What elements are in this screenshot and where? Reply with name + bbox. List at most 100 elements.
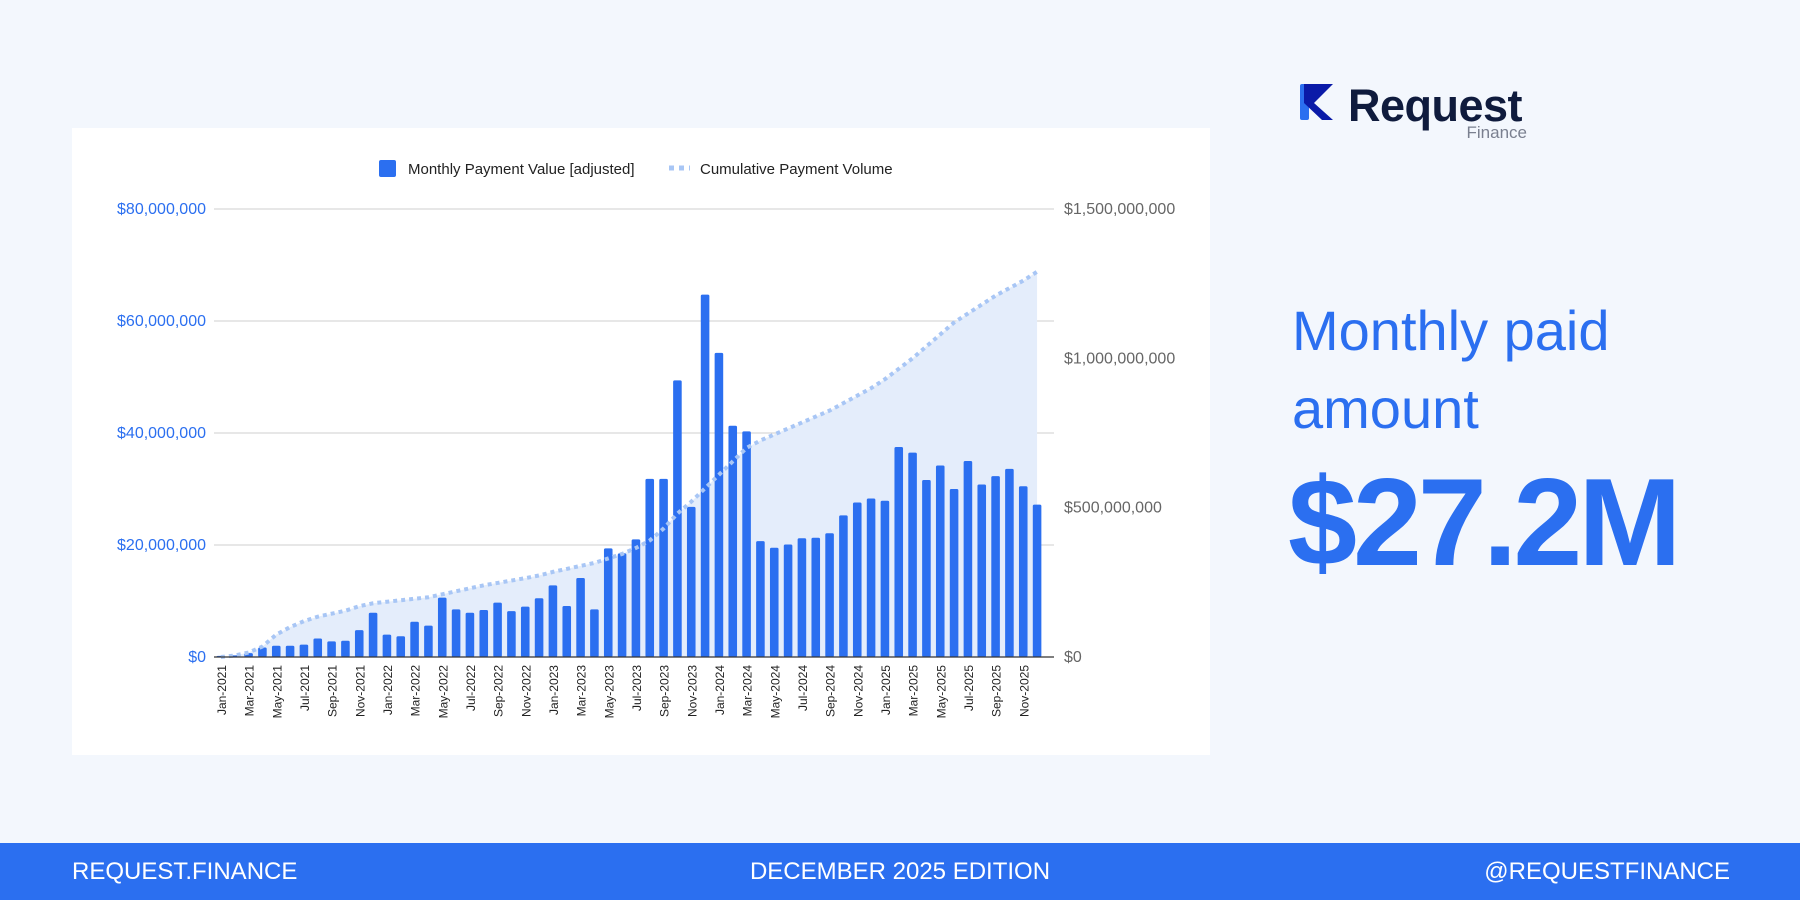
y-left-tick-label: $20,000,000	[117, 537, 206, 554]
bar	[576, 578, 585, 657]
bar	[894, 447, 904, 657]
cumulative-line	[220, 270, 1039, 659]
bar	[783, 544, 793, 657]
x-tick-label: Mar-2024	[741, 665, 755, 717]
chart-card: $0 $20,000,000 $40,000,000 $60,000,000 $80,0…	[72, 128, 1210, 755]
bar	[949, 489, 959, 657]
bar	[548, 585, 558, 657]
bar	[507, 611, 516, 657]
bar	[396, 636, 406, 657]
x-tick-label: May-2024	[768, 665, 782, 719]
footer-edition: DECEMBER 2025 EDITION	[749, 858, 1051, 885]
bar	[313, 638, 323, 657]
x-tick-label: May-2022	[436, 665, 450, 719]
bar	[617, 553, 627, 657]
bar	[714, 352, 724, 657]
x-tick-label: May-2025	[934, 665, 948, 719]
x-tick-label: Jul-2025	[962, 665, 976, 711]
bar	[963, 461, 973, 657]
x-tick-label: Jul-2021	[298, 665, 312, 711]
bar	[673, 380, 682, 657]
bar	[590, 609, 599, 657]
x-tick-label: May-2021	[270, 665, 284, 719]
bar	[479, 609, 489, 657]
y-left-tick-label: $80,000,000	[117, 201, 206, 218]
bar	[977, 484, 987, 657]
bar	[811, 537, 821, 657]
bar	[382, 634, 392, 657]
bar	[368, 612, 378, 657]
x-tick-label: Jan-2022	[381, 665, 395, 715]
bar	[271, 645, 281, 657]
x-tick-label: Jan-2024	[713, 665, 727, 715]
bar	[728, 425, 738, 657]
x-tick-label: Jan-2021	[215, 665, 229, 715]
x-tick-label: Mar-2021	[243, 665, 257, 717]
bar	[341, 640, 350, 657]
bar	[603, 548, 613, 657]
x-tick-label: Mar-2023	[575, 665, 589, 717]
bar	[451, 609, 461, 657]
x-tick-label: Jan-2025	[879, 665, 893, 715]
y-right-tick-label: $1,000,000,000	[1064, 350, 1175, 367]
bar	[908, 452, 917, 657]
bar	[562, 606, 572, 657]
y-right-tick-label: $500,000,000	[1064, 500, 1162, 517]
x-tick-label: Sep-2025	[990, 665, 1004, 717]
x-tick-label: Nov-2024	[851, 665, 865, 717]
y-left-tick-label: $0	[188, 649, 206, 666]
bar	[1018, 486, 1028, 657]
legend-line-label: Cumulative Payment Volume	[700, 161, 893, 178]
x-tick-label: Jul-2022	[464, 665, 478, 711]
bar	[327, 641, 336, 657]
bar	[866, 498, 876, 657]
bar	[686, 506, 696, 657]
legend-bar-swatch	[379, 160, 396, 177]
bar	[354, 630, 364, 657]
bar	[285, 645, 295, 657]
bar	[645, 478, 655, 657]
payment-chart: $0 $20,000,000 $40,000,000 $60,000,000 $80,0…	[117, 160, 1175, 719]
x-tick-label: Jul-2024	[796, 665, 810, 711]
x-tick-label: Sep-2022	[492, 665, 506, 717]
bar	[493, 602, 502, 657]
x-tick-label: Mar-2022	[409, 665, 423, 717]
bar	[631, 539, 641, 657]
bar	[410, 621, 419, 657]
request-logo-icon	[1300, 84, 1333, 120]
headline: Monthly paid amount	[1292, 299, 1610, 440]
bar	[991, 476, 1000, 657]
x-tick-label: Sep-2021	[326, 665, 340, 717]
y-left-tick-label: $40,000,000	[117, 425, 206, 442]
bar	[465, 612, 475, 657]
brand-subtitle: Finance	[1466, 123, 1527, 142]
bar	[520, 606, 530, 657]
bar	[659, 478, 668, 657]
x-tick-label: Nov-2025	[1017, 665, 1031, 717]
bar	[299, 644, 309, 657]
bar	[922, 480, 931, 657]
bar	[880, 500, 890, 657]
y-right-tick-label: $1,500,000,000	[1064, 201, 1175, 218]
bar	[825, 533, 834, 657]
y-left-tick-label: $60,000,000	[117, 313, 206, 330]
footer-website[interactable]: REQUEST.FINANCE	[72, 858, 298, 885]
bar	[1032, 504, 1042, 657]
bar	[769, 547, 779, 657]
x-tick-label: Jul-2023	[630, 665, 644, 711]
x-tick-label: Nov-2023	[685, 665, 699, 717]
bar	[700, 294, 710, 657]
x-tick-label: Nov-2021	[353, 665, 367, 717]
bar	[742, 431, 751, 657]
bar	[534, 598, 544, 657]
big-value: $27.2M	[1288, 454, 1682, 592]
brand-name: Request	[1348, 80, 1523, 131]
footer-handle[interactable]: @REQUESTFINANCE	[1484, 858, 1730, 885]
bar	[852, 502, 862, 657]
bar	[756, 541, 765, 657]
bar	[424, 625, 433, 657]
brand-logo: Request Finance	[1300, 80, 1540, 150]
bar	[437, 597, 447, 657]
x-tick-label: Nov-2022	[519, 665, 533, 717]
legend-bar-label: Monthly Payment Value [adjusted]	[408, 161, 635, 178]
